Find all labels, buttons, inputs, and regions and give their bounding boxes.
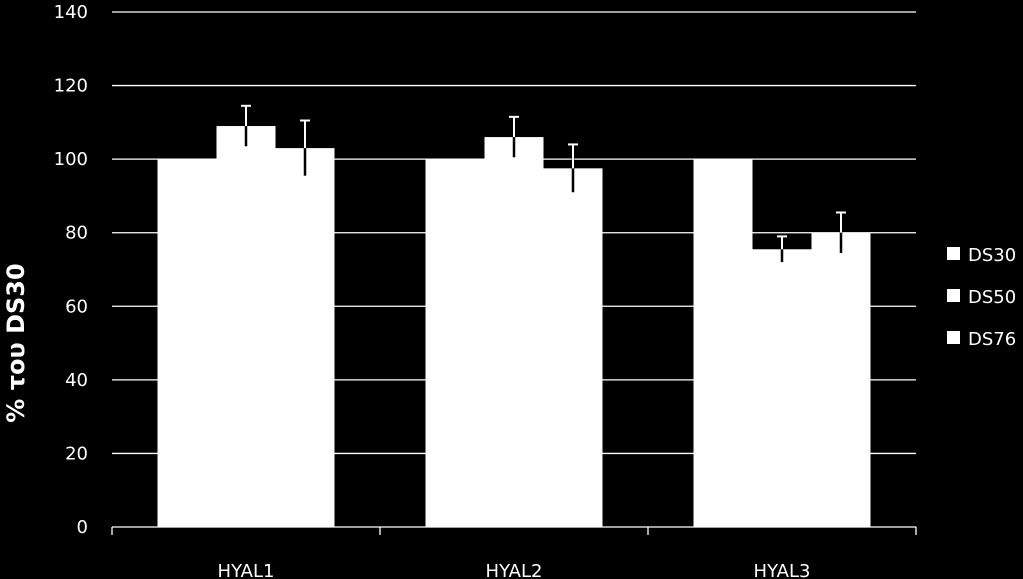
category-label: HYAL2	[486, 561, 543, 579]
bar-DS50-HYAL2	[484, 137, 544, 528]
legend-label-DS76: DS76	[968, 329, 1016, 350]
bar-DS50-HYAL1	[216, 126, 276, 528]
y-tick-label: 120	[54, 76, 88, 97]
y-tick-label: 80	[65, 223, 88, 244]
legend: DS30 DS50 DS76	[947, 245, 1016, 350]
y-tick-label: 0	[77, 517, 88, 538]
y-tick-label: 20	[65, 443, 88, 464]
legend-label-DS50: DS50	[968, 287, 1016, 308]
bar-DS76-HYAL1	[275, 148, 335, 527]
bar-DS76-HYAL2	[543, 168, 603, 527]
y-tick-label: 40	[65, 370, 88, 391]
bar-DS50-HYAL3	[752, 249, 812, 527]
category-label: HYAL3	[754, 561, 811, 579]
legend-swatch-DS50	[947, 289, 960, 302]
bar-DS30-HYAL1	[157, 159, 217, 527]
y-axis-ticks: 0 20 40 60 80 100 120 140	[54, 2, 88, 538]
bar-DS30-HYAL2	[425, 159, 485, 527]
x-axis	[111, 526, 917, 535]
legend-swatch-DS76	[947, 331, 960, 344]
category-label: HYAL1	[218, 561, 275, 579]
bar-DS76-HYAL3	[811, 232, 871, 527]
legend-swatch-DS30	[947, 247, 960, 260]
error-bars	[241, 104, 846, 263]
y-axis-title: % του DS30	[2, 263, 30, 422]
y-tick-label: 60	[65, 296, 88, 317]
x-axis-categories: HYAL1 HYAL2 HYAL3	[218, 561, 811, 579]
bars	[157, 126, 871, 528]
bar-DS30-HYAL3	[693, 159, 753, 527]
legend-label-DS30: DS30	[968, 245, 1016, 266]
y-tick-label: 100	[54, 149, 88, 170]
y-tick-label: 140	[54, 2, 88, 23]
